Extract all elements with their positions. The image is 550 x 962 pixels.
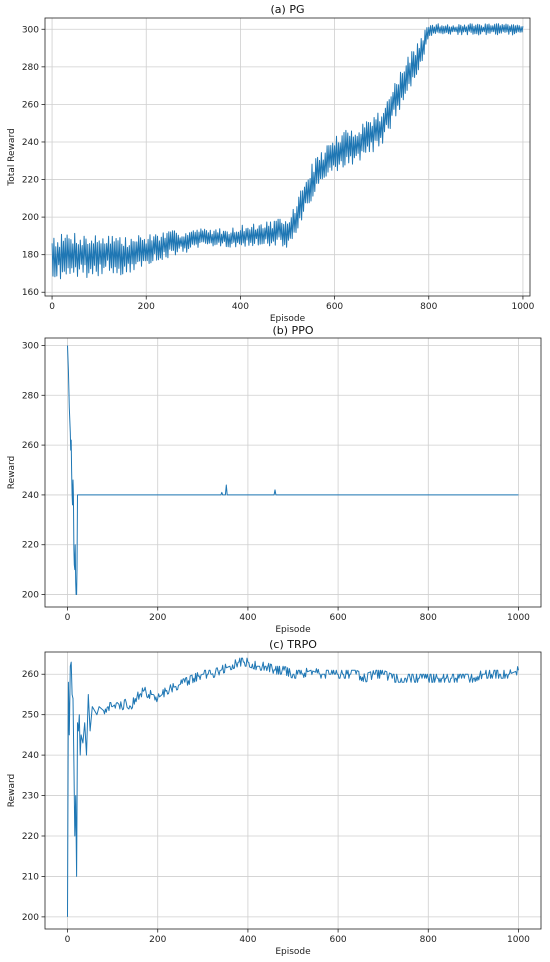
chart-ppo-ylabel: Reward [7, 456, 17, 490]
chart-trpo-xtick-label-800: 800 [420, 935, 437, 945]
chart-ppo: 0 200 400 600 800 1000 200 220 240 260 280 300 (b) P… [7, 324, 542, 635]
chart-pg-ytick-label-280: 280 [22, 63, 39, 73]
chart-pg-xtick-label-200: 200 [138, 302, 155, 312]
chart-pg-xtick-label-600: 600 [326, 302, 343, 312]
chart-pg-xtick-label-800: 800 [420, 302, 437, 312]
chart-ppo-xtick-label-0: 0 [65, 613, 71, 623]
chart-trpo-ytick-label-210: 210 [22, 872, 39, 882]
chart-trpo-xtick-label-0: 0 [65, 935, 71, 945]
chart-pg-ytick-label-180: 180 [22, 251, 39, 261]
chart-trpo-ylabel: Reward [7, 774, 17, 808]
chart-pg-frame [44, 17, 531, 297]
chart-ppo-series-line [67, 345, 519, 595]
chart-ppo-ytick-label-300: 300 [22, 341, 39, 351]
chart-trpo-ytick-label-250: 250 [22, 711, 39, 721]
chart-pg-xtick-label-0: 0 [49, 302, 55, 312]
chart-trpo-xtick-label-600: 600 [329, 935, 346, 945]
chart-pg: 0 200 400 600 800 1000 160 180 200 220 240 260 280 30… [7, 3, 535, 324]
chart-trpo: 0 200 400 600 800 1000 200 210 220 230 240 250 260 (c… [7, 638, 542, 957]
chart-pg-ylabel: Total Reward [7, 128, 17, 186]
chart-pg-ytick-label-200: 200 [22, 213, 39, 223]
chart-ppo-frame [44, 337, 542, 608]
chart-trpo-frame [44, 651, 542, 930]
chart-trpo-xlabel: Episode [275, 947, 311, 957]
chart-pg-series-line [51, 23, 524, 280]
chart-ppo-xtick-label-800: 800 [420, 613, 437, 623]
chart-ppo-xlabel: Episode [275, 625, 311, 635]
chart-ppo-xtick-label-200: 200 [149, 613, 166, 623]
chart-pg-ytick-label-300: 300 [22, 25, 39, 35]
chart-trpo-ytick-label-200: 200 [22, 913, 39, 923]
chart-trpo-ytick-label-230: 230 [22, 792, 39, 802]
chart-pg-ytick-label-260: 260 [22, 100, 39, 110]
chart-pg-xtick-label-1000: 1000 [511, 302, 534, 312]
chart-pg-ytick-label-160: 160 [22, 288, 39, 298]
chart-trpo-xtick-label-400: 400 [239, 935, 256, 945]
chart-trpo-series-line [67, 657, 519, 917]
chart-trpo-ytick-label-220: 220 [22, 832, 39, 842]
chart-ppo-ytick-label-280: 280 [22, 391, 39, 401]
chart-ppo-xtick-label-400: 400 [239, 613, 256, 623]
chart-trpo-xtick-label-1000: 1000 [507, 935, 530, 945]
chart-ppo-xtick-label-600: 600 [329, 613, 346, 623]
chart-pg-xtick-label-400: 400 [232, 302, 249, 312]
chart-pg-ytick-label-220: 220 [22, 176, 39, 186]
chart-trpo-xtick-label-200: 200 [149, 935, 166, 945]
chart-ppo-xtick-label-1000: 1000 [507, 613, 530, 623]
chart-ppo-ytick-label-260: 260 [22, 441, 39, 451]
chart-ppo-ytick-label-220: 220 [22, 541, 39, 551]
chart-ppo-ytick-label-240: 240 [22, 491, 39, 501]
chart-trpo-ytick-label-260: 260 [22, 670, 39, 680]
chart-pg-title: (a) PG [271, 3, 305, 16]
chart-trpo-ytick-label-240: 240 [22, 751, 39, 761]
chart-pg-xlabel: Episode [270, 314, 306, 324]
chart-trpo-title: (c) TRPO [269, 638, 317, 651]
chart-ppo-ytick-label-200: 200 [22, 591, 39, 601]
chart-ppo-title: (b) PPO [273, 324, 314, 337]
chart-pg-ytick-label-240: 240 [22, 138, 39, 148]
